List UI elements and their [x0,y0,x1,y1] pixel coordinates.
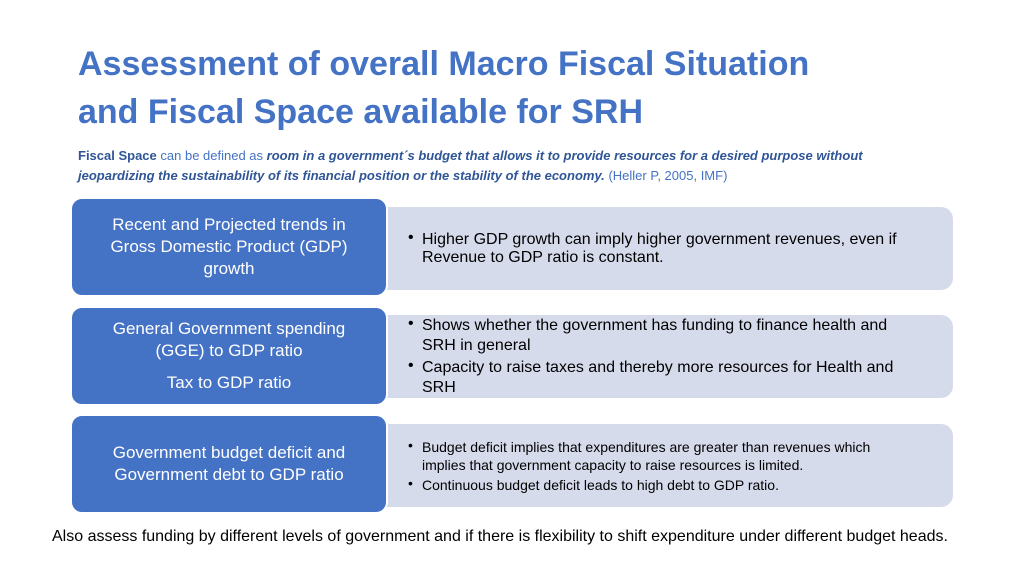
bullet: Capacity to raise taxes and thereby more… [408,356,913,398]
label-box: Recent and Projected trends in Gross Dom… [70,197,388,297]
label: Government budget deficit and Government… [112,443,346,484]
label: Tax to GDP ratio [166,373,292,392]
term: Fiscal Space [78,148,157,163]
label: Recent and Projected trends in Gross Dom… [110,215,348,278]
definition-text: room in a government´s budget that allow… [78,148,863,183]
label-box: Government budget deficit and Government… [70,414,388,514]
label-box: General Government spending (GGE) to GDP… [70,306,388,406]
bullet: Budget deficit implies that expenditures… [408,436,913,474]
bullet: Shows whether the government has funding… [408,314,913,356]
title-line: and Fiscal Space available for SRH [78,93,644,131]
title-line: Assessment of overall Macro Fiscal Situa… [78,45,810,83]
bullet: Continuous budget deficit leads to high … [408,474,913,494]
title: Assessment of overall Macro Fiscal Situa… [78,40,809,136]
bullet-box: Higher GDP growth can imply higher gover… [370,207,953,290]
bullet-box: Budget deficit implies that expenditures… [370,424,953,507]
bullet: Higher GDP growth can imply higher gover… [408,229,913,267]
label: General Government spending (GGE) to GDP… [112,319,346,360]
footer-note: Also assess funding by different levels … [52,528,948,545]
definition: Fiscal Space can be defined as room in a… [78,146,928,186]
citation: (Heller P, 2005, IMF) [608,168,728,183]
bullet-box: Shows whether the government has funding… [370,314,953,398]
connector: can be defined as [160,148,264,163]
